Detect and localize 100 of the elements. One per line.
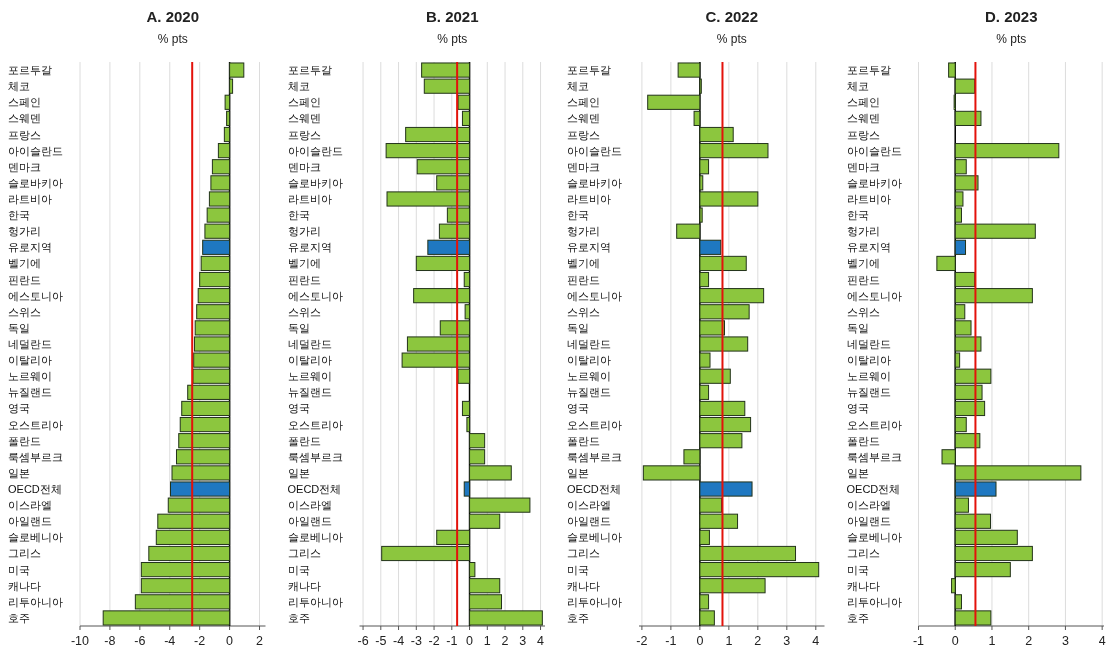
y-tick-label: 유로지역 [846, 241, 891, 254]
y-tick-label: 이스라엘 [287, 499, 332, 512]
y-tick-label: 핀란드 [8, 273, 41, 286]
y-tick-label: 독일 [287, 321, 310, 334]
y-tick-label: 슬로베니아 [846, 531, 902, 544]
y-tick-label: 그리스 [287, 547, 321, 560]
y-tick-label: OECD전체 [8, 483, 62, 496]
y-tick-label: 포르투갈 [8, 64, 52, 77]
x-tick-label: -6 [134, 634, 146, 648]
y-tick-label: 폴란드 [846, 434, 880, 447]
x-tick-label: 0 [696, 634, 704, 648]
y-tick-label: 스페인 [846, 96, 880, 109]
y-tick-label: 스웨덴 [846, 112, 880, 125]
y-tick-label: 일본 [567, 466, 589, 479]
x-tick-label: 4 [537, 634, 545, 648]
y-tick-label: 룩셈부르크 [846, 450, 902, 463]
x-tick-label: 0 [466, 634, 474, 648]
y-tick-label: 라트비아 [567, 192, 611, 205]
y-tick-label: 핀란드 [287, 273, 321, 286]
y-tick-label: 스위스 [846, 305, 880, 318]
y-tick-label: 프랑스 [846, 128, 880, 141]
y-tick-label: 이탈리아 [287, 354, 332, 367]
y-tick-label: 체코 [8, 80, 30, 93]
y-tick-label: 폴란드 [8, 434, 41, 447]
y-tick-label: 덴마크 [567, 160, 600, 173]
x-tick-label: -1 [446, 634, 458, 648]
y-tick-label: 포르투갈 [567, 64, 611, 77]
y-tick-label: 일본 [287, 466, 310, 479]
y-tick-label: 이탈리아 [567, 354, 611, 367]
y-tick-label: 한국 [8, 209, 30, 222]
y-tick-label: 에스토니아 [8, 289, 63, 302]
x-tick-label: 1 [725, 634, 733, 648]
y-tick-label: 네덜란드 [8, 338, 52, 350]
x-tick-label: -4 [392, 634, 405, 648]
y-tick-label: 캐나다 [8, 579, 41, 592]
y-tick-label: 벨기에 [287, 257, 321, 270]
x-tick-label: -8 [104, 634, 116, 648]
y-tick-label: 일본 [846, 466, 869, 479]
y-tick-label: 독일 [846, 321, 869, 334]
y-tick-label: 프랑스 [8, 128, 41, 141]
x-tick-label: -1 [665, 634, 677, 648]
y-tick-label: 독일 [567, 321, 589, 334]
y-tick-label: 뉴질랜드 [8, 386, 52, 399]
y-tick-label: 네덜란드 [287, 338, 332, 350]
x-tick-label: -4 [164, 634, 176, 648]
y-tick-label: 체코 [287, 80, 310, 93]
y-tick-label: 룩셈부르크 [8, 450, 63, 463]
y-tick-label: 노르웨이 [8, 370, 52, 383]
y-tick-label: 아이슬란드 [846, 144, 902, 157]
y-tick-label: 스웨덴 [8, 112, 41, 125]
y-tick-label: 호주 [287, 611, 310, 624]
y-tick-label: 그리스 [567, 547, 600, 560]
x-tick-label: -2 [428, 634, 440, 648]
y-tick-label: 뉴질랜드 [287, 386, 332, 399]
y-tick-label: 슬로바키아 [567, 176, 622, 189]
y-tick-label: 체코 [846, 80, 869, 93]
x-tick-label: -5 [375, 634, 387, 648]
x-tick-label: 0 [951, 634, 959, 648]
y-tick-label: 스웨덴 [287, 112, 321, 125]
y-tick-label: 캐나다 [846, 579, 880, 592]
chart-title: B. 2021 [425, 8, 479, 25]
y-tick-label: 아일랜드 [846, 515, 891, 528]
y-tick-label: 스페인 [567, 96, 600, 109]
y-tick-label: 이탈리아 [8, 354, 52, 367]
x-tick-label: 1 [988, 634, 996, 648]
y-tick-label: 에스토니아 [567, 289, 622, 302]
y-tick-label: 포르투갈 [846, 64, 891, 77]
y-tick-label: 룩셈부르크 [567, 450, 622, 463]
y-tick-label: 캐나다 [287, 579, 321, 592]
y-tick-label: 오스트리아 [287, 418, 343, 431]
y-tick-label: 미국 [287, 563, 310, 576]
chart-subtitle: % pts [157, 32, 188, 46]
y-tick-label: 헝가리 [287, 225, 321, 238]
y-tick-label: 호주 [8, 611, 30, 624]
y-tick-label: 미국 [846, 563, 869, 576]
y-tick-label: 이스라엘 [846, 499, 891, 512]
x-tick-label: -1 [912, 634, 925, 648]
y-tick-label: 슬로베니아 [8, 531, 63, 544]
y-tick-label: 벨기에 [8, 257, 41, 270]
y-tick-label: 핀란드 [846, 273, 880, 286]
y-tick-label: 리투아니아 [287, 595, 343, 608]
x-tick-label: 2 [501, 634, 509, 648]
y-tick-label: 헝가리 [567, 225, 600, 238]
y-tick-label: 라트비아 [846, 192, 891, 205]
x-tick-label: 2 [1025, 634, 1033, 648]
y-tick-label: 폴란드 [567, 434, 600, 447]
chart-title: C. 2022 [705, 8, 759, 25]
x-tick-label: -6 [357, 634, 369, 648]
x-tick-label: -10 [70, 634, 90, 648]
y-tick-label: 영국 [8, 402, 30, 415]
y-tick-label: 영국 [846, 402, 869, 415]
x-tick-label: 4 [1098, 634, 1106, 648]
y-tick-label: 리투아니아 [567, 595, 622, 608]
y-tick-label: 독일 [8, 321, 30, 334]
y-tick-label: 노르웨이 [287, 370, 332, 383]
y-tick-label: 유로지역 [8, 241, 52, 254]
x-tick-label: -3 [410, 634, 422, 648]
y-tick-label: 오스트리아 [8, 418, 63, 431]
x-tick-label: 4 [812, 634, 820, 648]
y-tick-label: 네덜란드 [567, 338, 611, 350]
